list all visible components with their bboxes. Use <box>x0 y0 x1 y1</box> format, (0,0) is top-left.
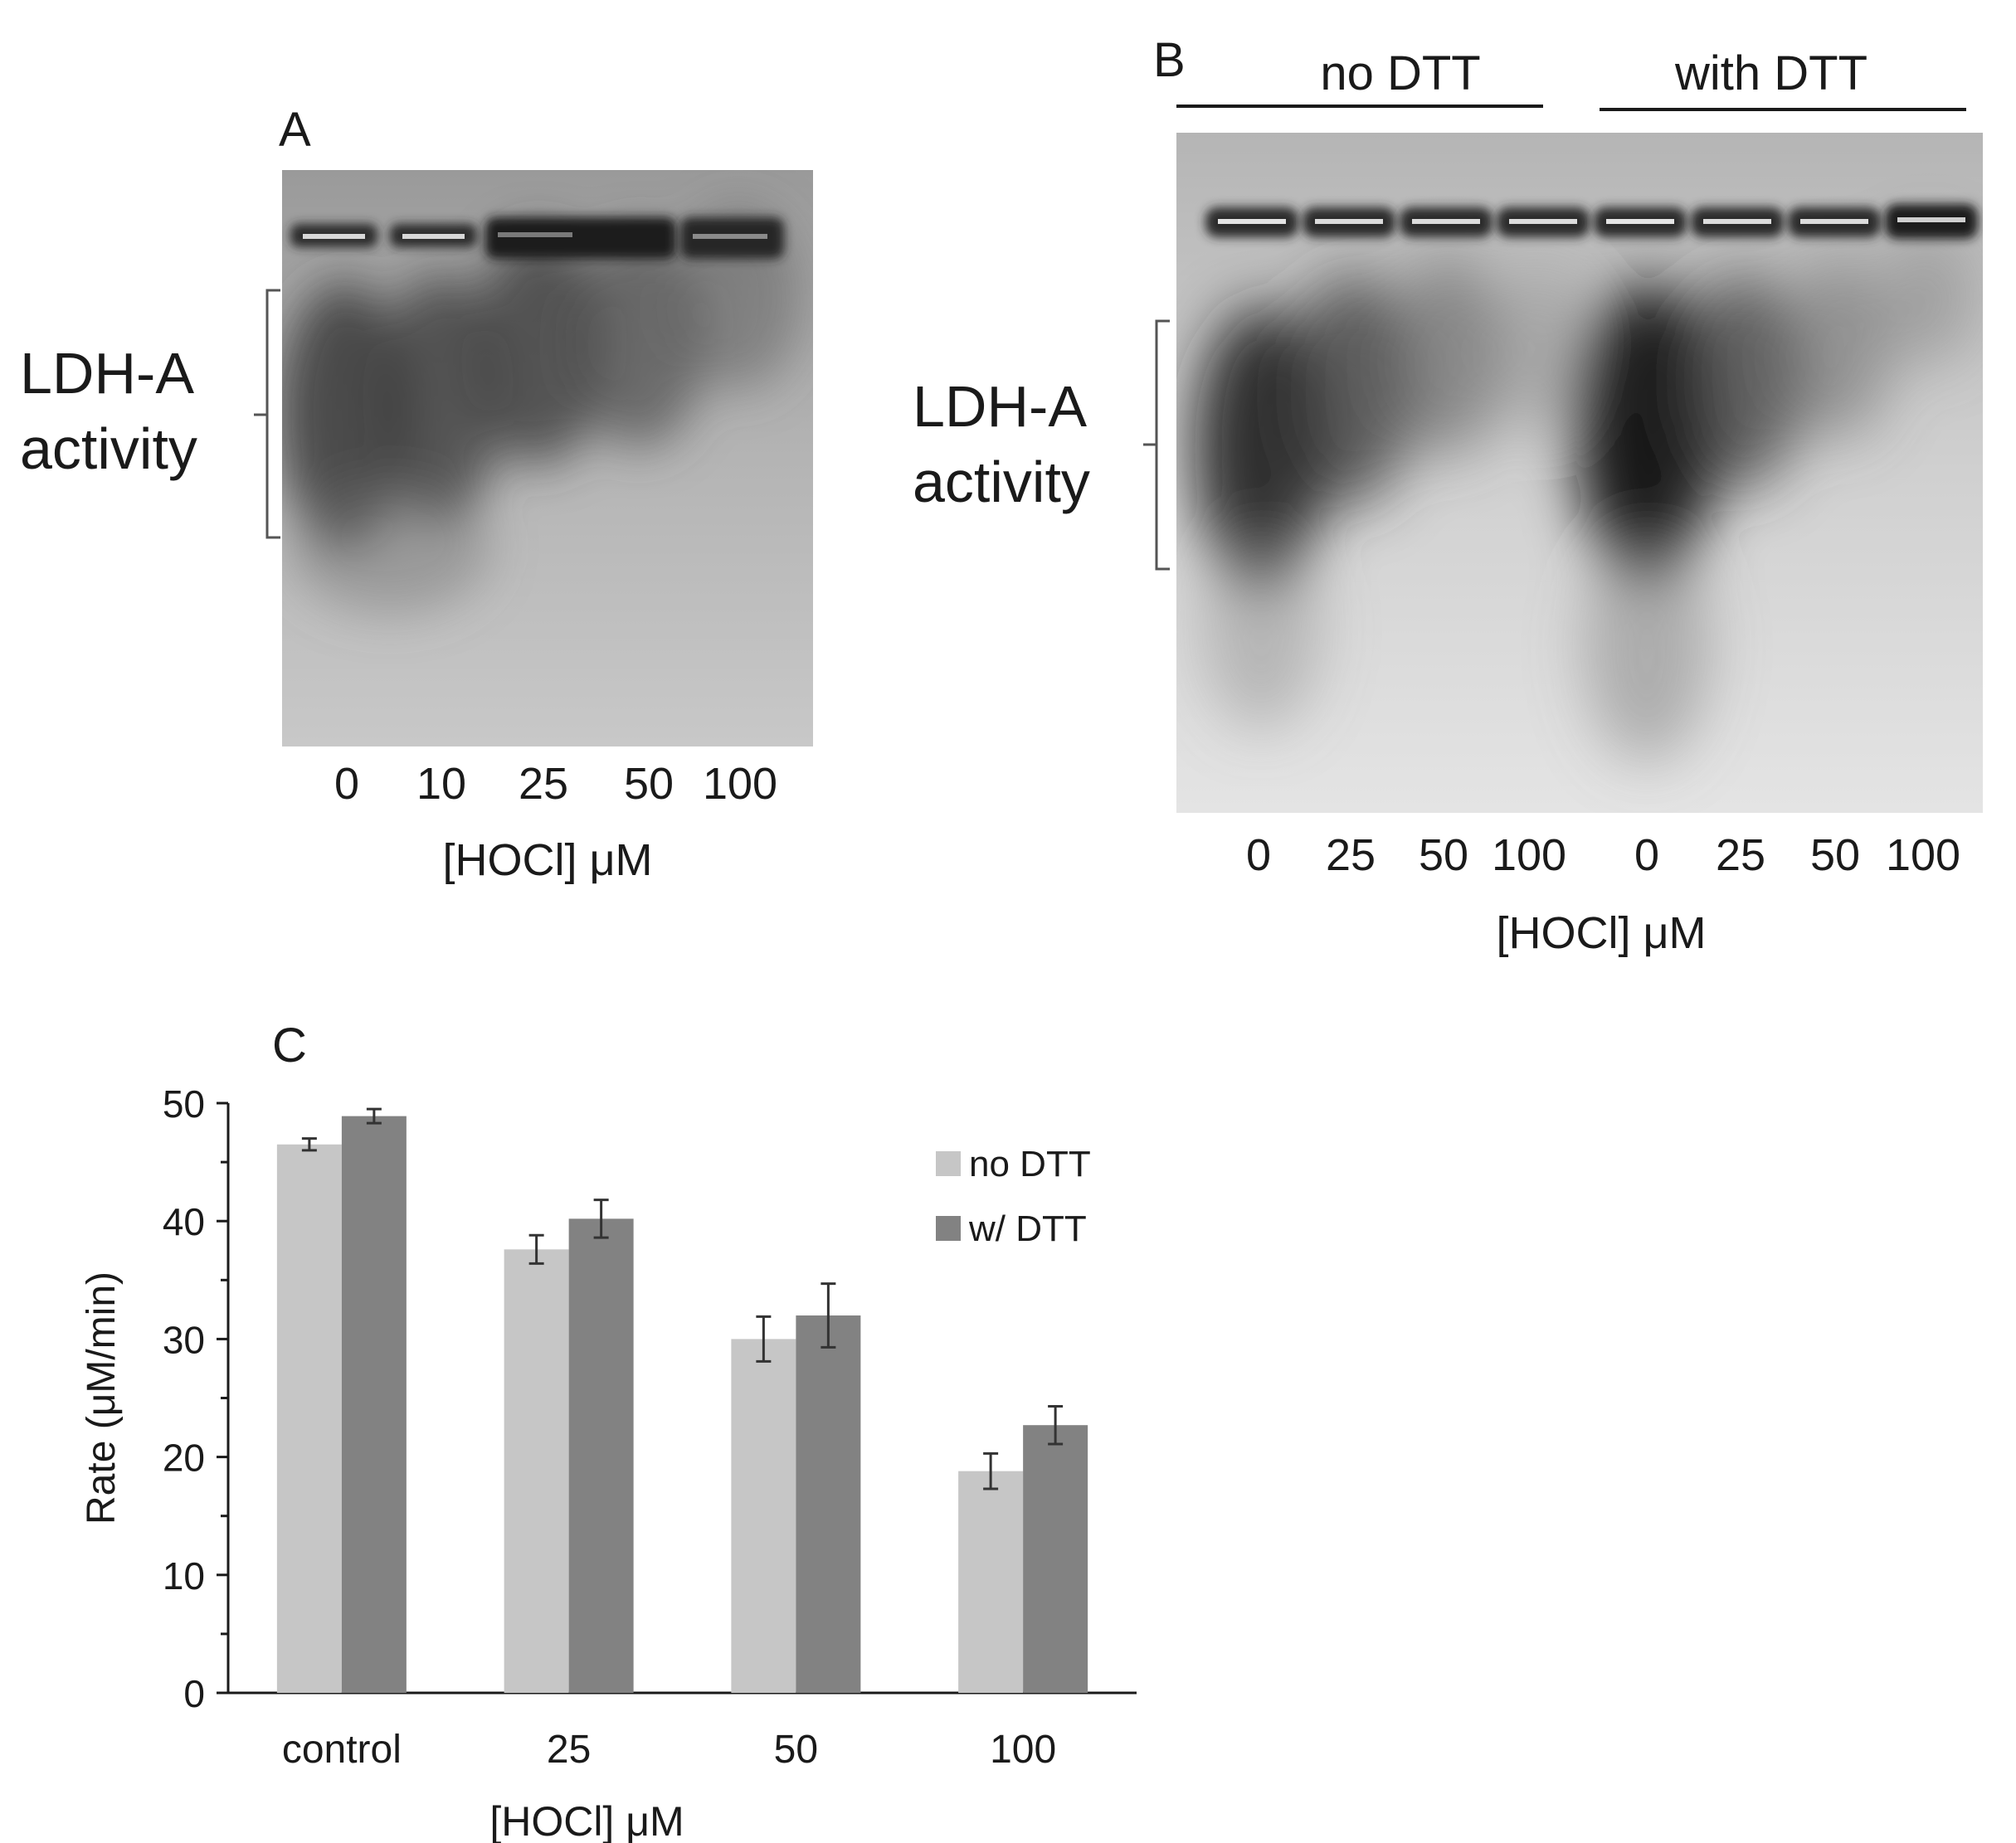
y-tick-label: 10 <box>163 1554 205 1597</box>
y-tick-label: 0 <box>183 1672 205 1715</box>
x-tick-label: 50 <box>774 1728 818 1772</box>
bar <box>796 1315 861 1693</box>
y-tick-label: 40 <box>163 1200 205 1243</box>
gel-b-bracket <box>1143 319 1170 571</box>
bar <box>276 1144 342 1693</box>
panel-b-group-with-dtt: with DTT <box>1675 46 1867 100</box>
panel-b-letter: B <box>1153 33 1186 87</box>
gel-b-wells <box>1205 204 1978 239</box>
panel-a-lane-label: 10 <box>416 759 467 809</box>
y-axis-title: Rate (μM/min) <box>80 1272 124 1524</box>
panel-a-letter: A <box>279 103 311 157</box>
y-tick-label: 30 <box>163 1318 205 1361</box>
panel-b-axis-title: [HOCl] μM <box>1496 908 1707 958</box>
panel-b-band-label-line1: LDH-A <box>913 374 1088 439</box>
panel-b-band-label: LDH-A activity <box>913 369 1090 520</box>
x-axis-title: [HOCl] μM <box>489 1798 684 1843</box>
bar <box>504 1249 569 1693</box>
panel-b-lane-label: 0 <box>1634 830 1660 880</box>
x-tick-label: 100 <box>990 1728 1056 1772</box>
panel-a-axis-title: [HOCl] μM <box>442 835 653 885</box>
panel-b-lane-label: 50 <box>1809 830 1861 880</box>
x-tick-label: 25 <box>547 1728 591 1772</box>
panel-a-band-label-line2: activity <box>20 416 197 481</box>
bar <box>568 1218 634 1693</box>
y-tick-label: 50 <box>163 1082 205 1126</box>
y-tick-label: 20 <box>163 1437 205 1480</box>
legend-swatch <box>936 1151 961 1176</box>
panel-a-lane-label: 50 <box>623 759 674 809</box>
bar <box>1023 1425 1088 1693</box>
panel-a-band-label-line1: LDH-A <box>20 341 195 406</box>
legend-swatch <box>936 1216 961 1241</box>
panel-a-lane-label: 25 <box>518 759 569 809</box>
bar <box>341 1116 407 1693</box>
panel-a-band-label: LDH-A activity <box>20 336 197 487</box>
panel-b-group-no-dtt: no DTT <box>1320 46 1481 100</box>
bar <box>731 1339 796 1693</box>
x-tick-label: control <box>282 1728 402 1772</box>
legend-label: no DTT <box>969 1144 1091 1184</box>
rate-bar-chart: 0 10 20 30 40 50 control 25 50 100 [HOCl] μM Rate (… <box>80 1082 1137 1843</box>
panel-b-lane-label: 25 <box>1715 830 1766 880</box>
panel-b-lane-label: 100 <box>1491 830 1567 880</box>
gel-b-activity-smear <box>1195 232 1975 763</box>
panel-b-lane-label: 0 <box>1245 830 1272 880</box>
panel-a-lane-label: 100 <box>702 759 778 809</box>
panel-b-lane-label: 25 <box>1325 830 1376 880</box>
panel-c-letter: C <box>272 1019 307 1072</box>
panel-b-band-label-line2: activity <box>913 450 1090 514</box>
panel-b-lane-label: 100 <box>1885 830 1961 880</box>
panel-a-lane-label: 0 <box>334 759 360 809</box>
legend-label: w/ DTT <box>968 1208 1087 1249</box>
bar <box>958 1471 1024 1693</box>
gel-a-bracket <box>254 289 280 539</box>
panel-b-lane-label: 50 <box>1418 830 1469 880</box>
gel-a-wells <box>290 217 784 259</box>
